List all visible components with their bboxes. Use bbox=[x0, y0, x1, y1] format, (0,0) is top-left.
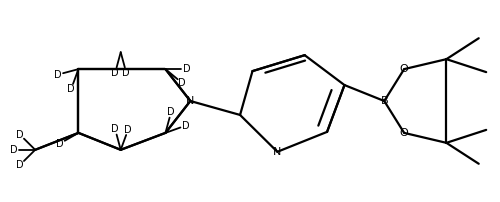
Text: D: D bbox=[182, 121, 190, 130]
Text: D: D bbox=[16, 130, 24, 140]
Text: N: N bbox=[186, 96, 194, 106]
Text: D: D bbox=[122, 68, 130, 78]
Text: O: O bbox=[400, 64, 408, 74]
Text: D: D bbox=[68, 84, 75, 94]
Text: D: D bbox=[178, 78, 186, 88]
Text: D: D bbox=[112, 68, 119, 78]
Text: D: D bbox=[16, 160, 24, 170]
Text: D: D bbox=[56, 139, 64, 148]
Text: D: D bbox=[183, 64, 191, 74]
Text: D: D bbox=[10, 145, 18, 155]
Text: N: N bbox=[273, 147, 281, 157]
Text: D: D bbox=[124, 125, 132, 135]
Text: D: D bbox=[54, 70, 62, 80]
Text: O: O bbox=[400, 128, 408, 138]
Text: B: B bbox=[380, 96, 388, 106]
Text: D: D bbox=[167, 107, 175, 117]
Text: D: D bbox=[112, 124, 119, 134]
